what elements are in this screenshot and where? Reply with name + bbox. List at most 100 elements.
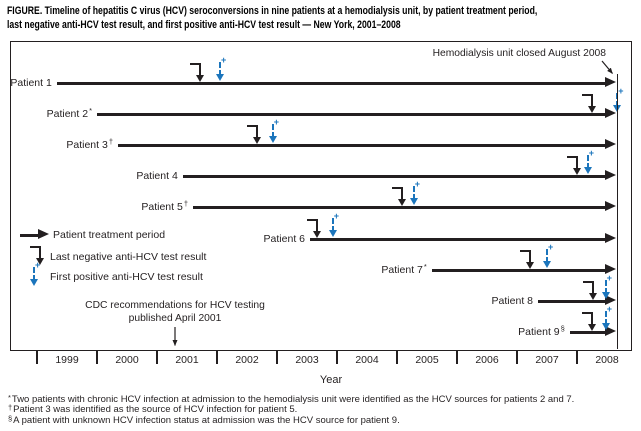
last-negative-marker-icon xyxy=(247,125,262,144)
treatment-period-line xyxy=(310,237,608,241)
patient-label: Patient 8 xyxy=(378,294,533,308)
marker-arrowhead xyxy=(601,292,610,299)
x-axis-title: Year xyxy=(319,374,343,386)
treatment-period-arrowhead xyxy=(604,139,616,149)
marker-bar xyxy=(190,63,201,65)
marker-shaft-seg1 xyxy=(604,311,607,317)
treatment-period-arrowhead xyxy=(604,170,616,180)
footnotes: *Two patients with chronic HCV infection… xyxy=(8,393,638,426)
treatment-period-arrowhead xyxy=(604,108,616,118)
axis-tick xyxy=(516,350,518,364)
last-negative-marker-icon xyxy=(583,281,598,300)
marker-shaft-seg1 xyxy=(219,62,221,68)
patient-label-superscript: † xyxy=(183,198,188,208)
marker-arrowhead xyxy=(573,168,581,175)
first-positive-marker-icon: + xyxy=(268,117,281,143)
footnote-dagger: †Patient 3 was identified as the source … xyxy=(8,403,638,416)
cdc-annotation-line2: published April 2001 xyxy=(128,312,222,324)
footnote-asterisk: *Two patients with chronic HCV infection… xyxy=(8,393,638,405)
patient-label: Patient 7* xyxy=(272,261,427,278)
patient-label: Patient 5† xyxy=(33,198,188,215)
axis-year-label: 2004 xyxy=(355,353,379,366)
treatment-period-line xyxy=(193,205,608,209)
last-negative-marker-icon xyxy=(582,94,596,113)
marker-shaft-seg2 xyxy=(33,275,35,279)
patient-label-superscript: * xyxy=(423,261,427,271)
marker-shaft xyxy=(39,246,41,258)
footnote-text: Two patients with chronic HCV infection … xyxy=(11,394,575,405)
marker-arrowhead xyxy=(313,231,322,238)
patient-name: Patient 6 xyxy=(263,232,305,245)
axis-tick xyxy=(96,350,98,364)
marker-plus: + xyxy=(35,260,41,270)
patient-name: Patient 9 xyxy=(518,325,560,338)
marker-shaft-seg2 xyxy=(331,226,334,230)
first-positive-marker-icon: + xyxy=(215,56,228,81)
cdc-annotation-line1: CDC recommendations for HCV testing xyxy=(85,300,265,311)
marker-shaft-seg2 xyxy=(604,319,607,323)
marker-shaft-seg2 xyxy=(271,132,274,136)
treatment-period-line xyxy=(569,330,608,334)
marker-bar xyxy=(247,125,258,127)
marker-shaft xyxy=(592,281,595,293)
marker-arrowhead xyxy=(196,75,205,82)
marker-arrowhead xyxy=(543,261,551,268)
marker-plus: + xyxy=(333,211,340,221)
axis-year-label: 1999 xyxy=(55,353,79,366)
marker-shaft xyxy=(576,156,578,168)
marker-bar xyxy=(520,250,531,252)
marker-arrowhead xyxy=(589,293,598,300)
patient-label: Patient 2* xyxy=(0,106,92,122)
marker-bar xyxy=(583,281,594,283)
legend-treatment-period-arrow-icon-arrowhead xyxy=(38,229,49,239)
treatment-period-arrowhead xyxy=(604,233,616,243)
marker-shaft-seg1 xyxy=(33,267,35,273)
marker-shaft-seg1 xyxy=(331,218,334,224)
axis-tick xyxy=(576,350,578,364)
marker-shaft-seg1 xyxy=(546,249,548,255)
patient-label-superscript: † xyxy=(108,136,113,146)
first-positive-marker-icon: + xyxy=(409,180,422,205)
legend-treatment-period-arrow-icon-line xyxy=(20,233,41,237)
legend-treatment-label: Patient treatment period xyxy=(53,229,166,241)
treatment-period-arrowhead xyxy=(604,201,616,211)
marker-shaft-seg2 xyxy=(219,70,221,74)
marker-shaft xyxy=(199,63,202,75)
cdc-annotation: CDC recommendations for HCV testing publ… xyxy=(75,300,275,325)
axis-year-label: 2002 xyxy=(235,353,259,366)
marker-arrowhead xyxy=(36,258,44,265)
footnote-symbol: § xyxy=(8,413,13,423)
last-negative-marker-icon xyxy=(391,187,406,206)
marker-bar xyxy=(582,312,592,314)
footnote-text: Patient 3 was identified as the source o… xyxy=(13,404,298,416)
axis-tick xyxy=(216,350,218,364)
first-positive-marker-icon: + xyxy=(583,149,596,174)
patient-label-superscript: § xyxy=(560,323,565,333)
marker-shaft xyxy=(591,312,593,324)
patient-name: Patient 8 xyxy=(491,294,533,307)
treatment-period-line xyxy=(118,143,608,147)
figure-title-line1: FIGURE. Timeline of hepatitis C virus (H… xyxy=(7,5,538,17)
axis-tick xyxy=(396,350,398,364)
axis-tick xyxy=(156,350,158,364)
marker-arrowhead xyxy=(216,74,224,81)
last-negative-marker-icon xyxy=(30,246,44,265)
patient-name: Patient 5 xyxy=(141,200,183,213)
footnote-symbol: * xyxy=(8,393,11,402)
patient-name: Patient 3 xyxy=(66,138,108,151)
marker-shaft-seg1 xyxy=(271,124,274,130)
marker-bar xyxy=(582,94,592,96)
last-negative-marker-icon xyxy=(582,312,596,331)
first-positive-marker-icon: + xyxy=(542,243,555,268)
marker-bar xyxy=(30,246,40,248)
treatment-period-arrowhead xyxy=(604,326,616,336)
treatment-period-line xyxy=(56,81,608,85)
patient-label: Patient 9§ xyxy=(410,323,565,340)
patient-label: Patient 3† xyxy=(0,136,113,153)
treatment-period-line xyxy=(97,112,608,116)
marker-plus: + xyxy=(273,117,280,127)
marker-shaft-seg1 xyxy=(412,186,415,192)
first-positive-marker-icon: + xyxy=(328,211,341,237)
patient-label: Patient 6 xyxy=(150,232,305,246)
